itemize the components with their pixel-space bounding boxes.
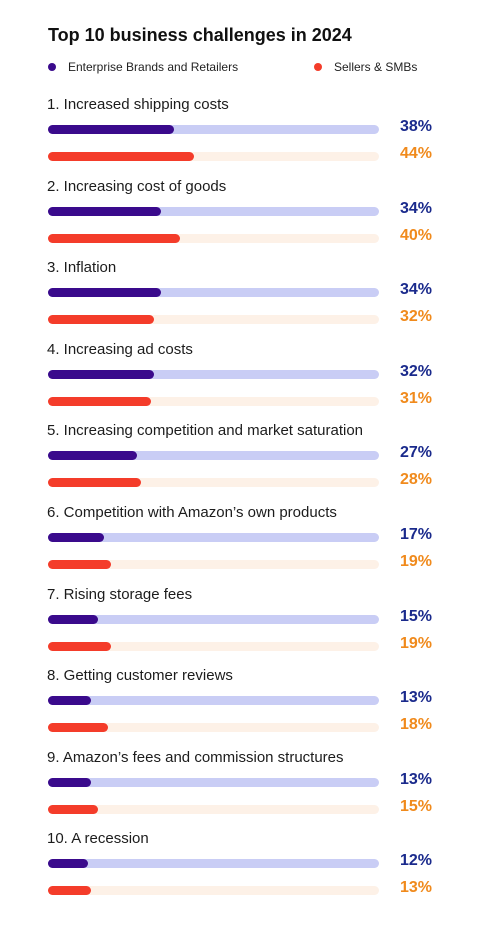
- bar-track-enterprise: [48, 206, 379, 216]
- value-label-enterprise: 13%: [399, 770, 432, 788]
- bar-track-enterprise: [48, 859, 379, 869]
- value-label-sellers: 19%: [399, 634, 432, 652]
- bar-track-sellers: [48, 396, 379, 406]
- bar-enterprise: [48, 288, 161, 298]
- legend-item-sellers: Sellers & SMBs: [314, 60, 417, 74]
- bar-track-enterprise: [48, 288, 379, 298]
- value-label-sellers: 31%: [399, 389, 432, 407]
- value-label-enterprise: 27%: [399, 444, 432, 462]
- value-label-enterprise: 34%: [399, 199, 432, 217]
- bar-track-enterprise: [48, 777, 379, 787]
- legend-label-enterprise: Enterprise Brands and Retailers: [68, 60, 239, 74]
- bar-track-sellers: [48, 478, 379, 488]
- category-label: 4. Increasing ad costs: [47, 340, 193, 358]
- category-label: 5. Increasing competition and market sat…: [47, 422, 364, 440]
- bar-sellers: [48, 641, 111, 651]
- value-label-sellers: 44%: [399, 145, 432, 162]
- category-label: 2. Increasing cost of goods: [47, 177, 227, 195]
- category-label: 10. A recession: [47, 830, 149, 848]
- bar-enterprise: [48, 859, 88, 869]
- value-label-sellers: 15%: [399, 797, 432, 815]
- value-label-sellers: 13%: [399, 879, 432, 897]
- bar-enterprise: [48, 614, 98, 624]
- value-label-sellers: 18%: [399, 716, 432, 734]
- bar-track-sellers: [48, 886, 379, 896]
- category-label: 3. Inflation: [47, 259, 117, 277]
- value-label-sellers: 19%: [399, 553, 432, 570]
- bar-sellers: [48, 560, 111, 569]
- legend-label-sellers: Sellers & SMBs: [334, 60, 418, 74]
- value-label-enterprise: 38%: [399, 118, 432, 135]
- bar-track-sellers: [48, 560, 379, 569]
- bar-track-sellers: [48, 315, 379, 325]
- bar-enterprise: [48, 777, 92, 787]
- category-label: 6. Competition with Amazon’s own product…: [47, 504, 337, 521]
- value-label-sellers: 32%: [399, 308, 432, 326]
- bar-track-enterprise: [48, 614, 379, 624]
- value-label-sellers: 28%: [399, 471, 432, 489]
- bar-sellers: [48, 723, 108, 733]
- bar-enterprise: [48, 206, 161, 216]
- bar-sellers: [48, 315, 154, 325]
- value-label-enterprise: 12%: [399, 852, 432, 870]
- value-label-enterprise: 13%: [399, 689, 432, 707]
- bar-sellers: [48, 804, 98, 814]
- bar-track-sellers: [48, 641, 379, 651]
- bar-sellers: [48, 886, 92, 896]
- category-label: 7. Rising storage fees: [47, 585, 193, 603]
- bar-enterprise: [48, 369, 154, 379]
- bar-track-sellers: [48, 723, 379, 733]
- bar-track-sellers: [48, 152, 379, 161]
- bar-sellers: [48, 478, 141, 488]
- value-label-enterprise: 32%: [399, 362, 432, 380]
- bar-track-enterprise: [48, 369, 379, 379]
- category-label: 9. Amazon’s fees and commission structur…: [47, 748, 344, 766]
- bar-enterprise: [48, 696, 92, 706]
- bar-track-sellers: [48, 804, 379, 814]
- bar-enterprise: [48, 533, 105, 542]
- bar-track-enterprise: [48, 533, 379, 542]
- legend-marker-sellers: [314, 63, 322, 71]
- category-label: 1. Increased shipping costs: [47, 96, 229, 113]
- bar-sellers: [48, 152, 194, 161]
- value-label-enterprise: 34%: [399, 281, 432, 299]
- chart-title: Top 10 business challenges in 2024: [48, 25, 352, 45]
- value-label-enterprise: 15%: [399, 607, 432, 625]
- bar-sellers: [48, 233, 181, 243]
- bar-track-enterprise: [48, 125, 379, 134]
- category-label: 8. Getting customer reviews: [47, 667, 233, 685]
- bar-track-enterprise: [48, 696, 379, 706]
- value-label-sellers: 40%: [399, 226, 432, 244]
- bar-track-sellers: [48, 233, 379, 243]
- legend-marker-enterprise: [48, 63, 56, 71]
- bar-enterprise: [48, 451, 138, 461]
- bar-track-enterprise: [48, 451, 379, 461]
- legend-item-enterprise: Enterprise Brands and Retailers: [48, 60, 238, 74]
- bar-sellers: [48, 396, 151, 406]
- value-label-enterprise: 17%: [399, 526, 432, 543]
- bar-enterprise: [48, 125, 174, 134]
